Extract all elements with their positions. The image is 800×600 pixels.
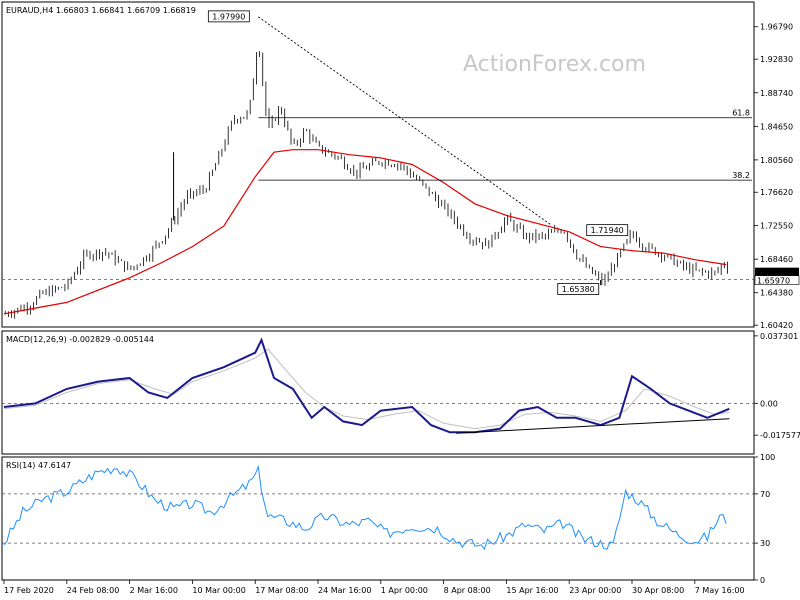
price-tick-label: 1.60420 (760, 321, 793, 330)
price-annotation-label: 1.97990 (212, 12, 245, 21)
price-tick-label: 1.68460 (760, 255, 793, 264)
x-tick-label: 10 Mar 00:00 (192, 586, 245, 595)
macd-tick-label: -0.017577 (760, 431, 800, 440)
macd-plot-area (2, 337, 754, 434)
x-tick-label: 23 Apr 00:00 (569, 586, 621, 595)
macd-panel: MACD(12,26,9) -0.002829 -0.005144 0.0373… (1, 330, 800, 455)
x-tick-label: 1 Apr 00:00 (381, 586, 428, 595)
x-tick-label: 24 Mar 16:00 (318, 586, 371, 595)
x-tick-label: 17 Mar 08:00 (255, 586, 308, 595)
rsi-panel: RSI(14) 47.6147 100 70 30 0 (1, 453, 775, 585)
price-tick-label: 1.88740 (760, 89, 793, 98)
price-panel-title: EURAUD,H4 1.66803 1.66841 1.66709 1.6681… (6, 6, 196, 15)
current-price-label: 1.66819 (757, 269, 790, 278)
price-panel: 61.8 38.2 1.97990 1.71940 1.65380 EURAUD,H4 … (1, 1, 800, 330)
price-panel-frame (1, 1, 755, 328)
price-tick-label: 1.96790 (760, 23, 793, 32)
price-tick-label: 1.64380 (760, 289, 793, 298)
rsi-panel-frame (1, 456, 755, 581)
watermark: ActionForex.com (463, 52, 646, 77)
fib-level-label: 61.8 (732, 109, 750, 118)
rsi-line (3, 464, 727, 551)
macd-tick-label: 0.037301 (760, 332, 798, 341)
macd-y-axis: 0.037301 0.00 -0.017577 (754, 332, 800, 440)
macd-panel-title: MACD(12,26,9) -0.002829 -0.005144 (6, 335, 154, 344)
fib-level-label: 38.2 (732, 171, 750, 180)
rsi-panel-title: RSI(14) 47.6147 (6, 461, 71, 470)
current-price-box (755, 267, 799, 277)
price-tick-label: 1.72550 (760, 222, 793, 231)
rsi-plot-area (2, 464, 754, 551)
rsi-tick-label: 100 (760, 453, 775, 462)
price-tick-label: 1.76620 (760, 188, 793, 197)
x-tick-label: 17 Feb 2020 (4, 586, 54, 595)
price-annotation-box (557, 283, 600, 295)
moving-average-line (3, 149, 727, 315)
x-tick-label: 7 May 16:00 (695, 586, 745, 595)
x-tick-label: 24 Feb 08:00 (67, 586, 119, 595)
price-annotation-label: 1.71940 (591, 226, 624, 235)
rsi-tick-label: 30 (760, 539, 770, 548)
rsi-y-axis: 100 70 30 0 (754, 453, 775, 585)
macd-trendline (456, 418, 730, 434)
price-annotation-label: 1.65380 (562, 285, 595, 294)
price-annotation-box (207, 10, 250, 23)
price-tick-label: 1.92830 (760, 55, 793, 64)
rsi-tick-label: 0 (760, 576, 765, 585)
x-tick-label: 8 Apr 08:00 (444, 586, 491, 595)
x-tick-label: 30 Apr 08:00 (632, 586, 684, 595)
price-y-axis: 1.96790 1.92830 1.88740 1.84650 1.80560 1.766… (754, 23, 800, 330)
price-plot-area: 61.8 38.2 1.97990 1.71940 1.65380 (2, 10, 754, 319)
rsi-tick-label: 70 (760, 490, 770, 499)
support-price-box (754, 275, 800, 285)
price-tick-label: 1.80560 (760, 156, 793, 165)
x-tick-label: 15 Apr 16:00 (506, 586, 558, 595)
macd-panel-frame (1, 330, 755, 455)
price-annotation-box (586, 224, 629, 237)
x-tick-label: 2 Mar 16:00 (130, 586, 178, 595)
support-price-label: 1.65970 (757, 277, 790, 286)
macd-tick-label: 0.00 (760, 399, 778, 408)
macd-main-line (3, 337, 730, 434)
price-tick-label: 1.84650 (760, 122, 793, 131)
x-axis: 17 Feb 2020 24 Feb 08:00 2 Mar 16:00 10 Mar… (3, 580, 745, 595)
